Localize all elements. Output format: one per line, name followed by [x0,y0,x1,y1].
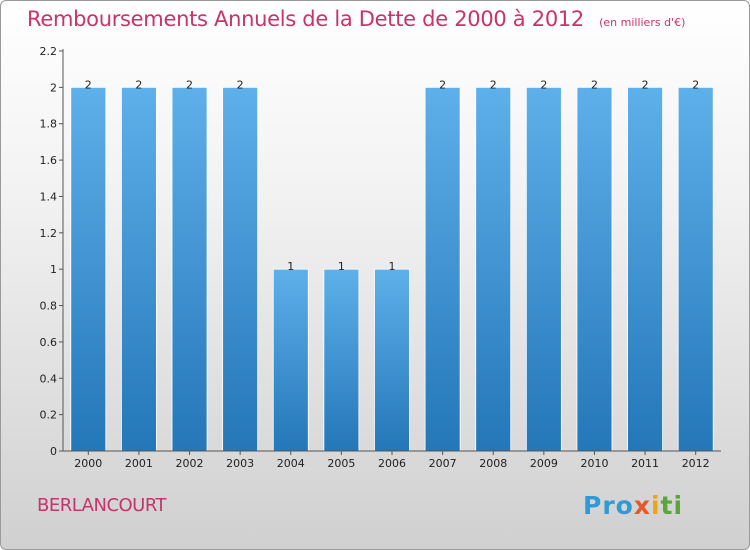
commune-name: BERLANCOURT [37,495,167,516]
x-tick-label-2011: 2011 [631,457,659,470]
bar-2000 [70,86,107,452]
x-tick-label-2012: 2012 [682,457,710,470]
bar-2001 [121,86,157,452]
x-tick-label-2006: 2006 [378,457,406,470]
bar-2003 [222,86,259,452]
x-tick-label-2005: 2005 [327,457,355,470]
bar-2011 [627,86,663,452]
x-tick-label-2003: 2003 [226,457,254,470]
y-tick-label: 1.2 [40,227,58,240]
x-tick-label-2009: 2009 [530,457,558,470]
data-label-2002: 2 [186,78,193,91]
x-tick-label-2004: 2004 [277,457,305,470]
y-tick-label: 1.4 [40,190,58,203]
data-label-2003: 2 [237,78,244,91]
x-tick-label-2010: 2010 [580,457,608,470]
y-tick-label: 1.8 [40,118,58,131]
y-tick-label: 2.2 [40,45,58,58]
bar-2012 [677,86,714,452]
title-row: Remboursements Annuels de la Dette de 20… [27,7,685,31]
y-tick-label: 0.4 [40,372,58,385]
x-tick-label-2008: 2008 [479,457,507,470]
data-label-2001: 2 [135,78,142,91]
y-tick-label: 0 [50,445,57,458]
y-tick-label: 0.8 [40,300,58,313]
chart-subtitle: (en milliers d'€) [599,16,686,29]
x-tick-label-2002: 2002 [176,457,204,470]
bar-2006 [374,268,410,452]
bar-2008 [475,86,512,452]
proxiti-logo[interactable]: Proxiti [583,491,684,520]
x-tick-label-2007: 2007 [429,457,457,470]
y-tick-label: 0.6 [40,336,58,349]
bar-2010 [576,86,613,452]
y-tick-label: 1.6 [40,154,58,167]
bar-2005 [323,268,360,452]
bar-2007 [424,86,461,452]
bar-2004 [272,268,309,452]
y-tick-label: 2 [50,81,57,94]
data-label-2005: 1 [338,260,345,273]
data-label-2009: 2 [540,78,547,91]
data-label-2008: 2 [490,78,497,91]
data-label-2012: 2 [692,78,699,91]
bars-group: 2 2 2 2 1 1 1 2 2 2 2 2 2 [70,78,714,452]
data-label-2004: 1 [287,260,294,273]
axes-group: 0 0.2 0.4 0.6 0.8 1 1.2 1.4 1.6 1.8 2 2.2 2000 2001 20… [40,45,721,470]
y-tick-label: 0.2 [40,409,58,422]
x-tick-label-2000: 2000 [74,457,102,470]
y-tick-label: 1 [50,263,57,276]
data-label-2000: 2 [85,78,92,91]
data-label-2006: 1 [389,260,396,273]
data-label-2011: 2 [642,78,649,91]
data-label-2010: 2 [591,78,598,91]
data-label-2007: 2 [439,78,446,91]
bar-2002 [171,86,208,452]
x-tick-label-2001: 2001 [125,457,153,470]
bar-2009 [525,86,562,452]
chart-title: Remboursements Annuels de la Dette de 20… [27,7,584,31]
